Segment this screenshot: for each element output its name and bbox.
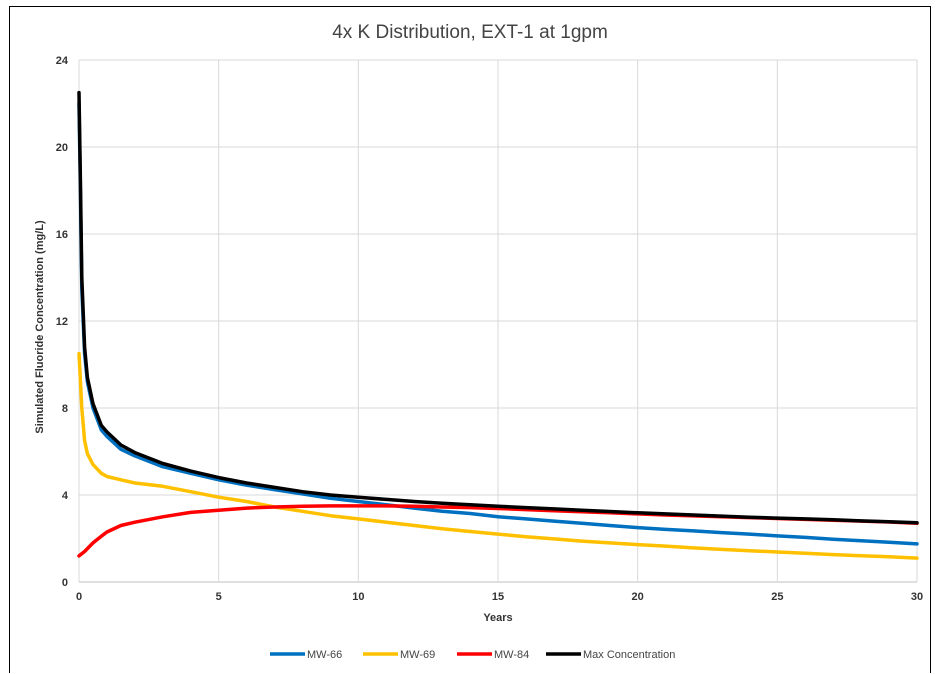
x-axis-title: Years bbox=[483, 612, 512, 624]
legend-label: MW-66 bbox=[307, 649, 342, 661]
line-chart: 4x K Distribution, EXT-1 at 1gpm 0 4 8 12 16… bbox=[34, 22, 923, 661]
y-tick-label: 0 bbox=[62, 577, 68, 589]
x-tick-label: 15 bbox=[492, 591, 504, 603]
legend-item: MW-84 bbox=[457, 649, 529, 661]
chart-frame: 4x K Distribution, EXT-1 at 1gpm 0 4 8 12 16… bbox=[9, 6, 931, 673]
legend: MW-66 MW-69 MW-84 Max Concentration bbox=[270, 649, 675, 661]
y-axis-title: Simulated Fluoride Concentration (mg/L) bbox=[34, 220, 46, 434]
y-tick-label: 4 bbox=[62, 490, 69, 502]
x-tick-label: 25 bbox=[771, 591, 783, 603]
y-tick-label: 8 bbox=[62, 403, 68, 415]
series-line-max-concentration bbox=[77, 90, 919, 525]
legend-item: MW-66 bbox=[270, 649, 342, 661]
x-tick-label: 30 bbox=[911, 591, 923, 603]
x-tick-label: 5 bbox=[216, 591, 222, 603]
legend-item: MW-69 bbox=[363, 649, 435, 661]
x-tick-label: 10 bbox=[352, 591, 364, 603]
x-tick-label: 20 bbox=[632, 591, 644, 603]
y-tick-label: 20 bbox=[56, 142, 68, 154]
series-lines bbox=[77, 90, 919, 560]
chart-title: 4x K Distribution, EXT-1 at 1gpm bbox=[332, 22, 608, 43]
y-tick-label: 16 bbox=[56, 229, 68, 241]
x-axis-ticks: 0 5 10 15 20 25 30 bbox=[76, 591, 923, 603]
legend-label: MW-84 bbox=[494, 649, 529, 661]
y-tick-label: 12 bbox=[56, 316, 68, 328]
legend-item: Max Concentration bbox=[546, 649, 675, 661]
x-tick-label: 0 bbox=[76, 591, 82, 603]
series-line-mw-69 bbox=[77, 351, 919, 560]
gridlines bbox=[78, 59, 918, 583]
y-axis-ticks: 0 4 8 12 16 20 24 bbox=[56, 55, 69, 589]
legend-label: Max Concentration bbox=[583, 649, 675, 661]
legend-label: MW-69 bbox=[400, 649, 435, 661]
y-tick-label: 24 bbox=[56, 55, 69, 67]
